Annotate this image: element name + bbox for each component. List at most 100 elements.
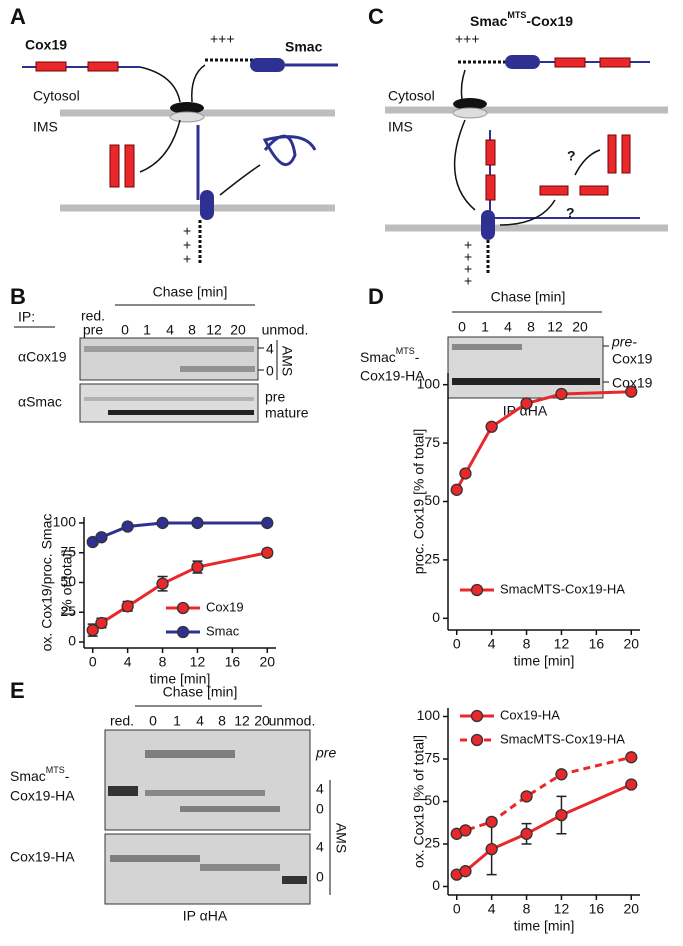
data-point [520,827,533,840]
ip-label: IP: [18,309,35,325]
series-line [92,521,268,544]
ams-mark: 4 [266,341,274,357]
data-point [86,623,99,637]
x-tick-label: 8 [523,636,531,652]
gel-e: Chase [min] red. 0 1 4 8 12 20 unmod. Sm… [10,684,349,924]
row-label: Cox19-HA [10,849,75,865]
lane-label: 0 [458,319,466,335]
x-tick-label: 16 [589,901,605,917]
data-point [485,842,498,856]
data-point [121,520,134,533]
compartment-label: Cytosol [388,88,435,104]
charge-label: +++ [455,31,480,47]
x-axis-label: time [min] [150,671,211,687]
label-superscript: MTS [396,346,415,356]
row-label: Cox19-HA [360,368,425,384]
x-tick-label: 8 [159,654,167,670]
charge-label: + [464,261,472,277]
legend-label: Cox19 [206,599,244,614]
lane-label: 8 [188,322,196,338]
y-tick-label: 0 [68,633,76,649]
legend-label: Cox19-HA [500,707,560,722]
lane-label: 4 [166,322,174,338]
data-point [520,790,533,803]
ams-mark: 4 [316,839,324,855]
label-part: Smac [360,349,396,365]
gel-b: Chase [min] IP: red. pre 0 1 4 8 12 20 u… [14,284,309,423]
label-part: - [65,768,70,784]
label-superscript: MTS [46,765,65,775]
lane-label: red. [110,713,134,729]
data-point [485,420,498,433]
y-tick-label: 0 [432,609,440,625]
ams-label: AMS [333,823,349,853]
y-tick-label: 100 [417,375,441,391]
lane-label: 20 [230,322,246,338]
x-tick-label: 4 [124,654,132,670]
y-tick-label: 25 [60,603,76,619]
lane-label: 12 [234,713,250,729]
data-point [555,808,568,822]
band-label: pre [265,389,285,405]
ams-mark: 0 [316,869,324,885]
row-label: αSmac [18,394,62,410]
data-point [95,616,108,630]
y-tick-label: 100 [53,514,77,530]
data-point [459,865,472,878]
diagram-a: Cox19 Smac +++ Cytosol IMS + + + [22,31,338,267]
lane-label: 0 [121,322,129,338]
lane-label: 20 [572,319,588,335]
lane-label: 4 [196,713,204,729]
series-line [456,755,632,836]
y-tick-label: 50 [424,492,440,508]
data-point [95,531,108,544]
panel-label: B [10,284,26,309]
data-point [625,385,638,398]
ams-mark: 4 [316,781,324,797]
x-tick-label: 8 [523,901,531,917]
x-tick-label: 16 [225,654,241,670]
lane-label: 12 [547,319,563,335]
band-label: Cox19 [612,375,653,391]
legend-label: Smac [206,623,240,638]
x-tick-label: 12 [554,901,570,917]
ams-label: AMS [279,346,295,376]
x-tick-label: 12 [190,654,206,670]
data-point [156,516,169,530]
data-point [191,560,204,574]
legend-marker [470,583,484,597]
x-axis-label: time [min] [514,653,575,669]
lane-label: pre [83,322,103,338]
protein-label: Smac [285,39,323,55]
x-tick-label: 0 [453,636,461,652]
y-axis-label: proc. Cox19 [% of total] [411,429,427,575]
lane-label: red. [81,308,105,324]
legend-label: SmacMTS-Cox19-HA [500,731,625,746]
data-point [555,768,568,781]
ams-mark: 0 [266,363,274,379]
question-mark: ? [567,148,576,164]
band-label: Cox19 [612,351,653,367]
x-tick-label: 20 [259,654,275,670]
panel-label: A [10,4,26,29]
y-axis-label: ox. Cox19/proc. Smac [39,514,55,652]
compartment-label: Cytosol [33,88,80,104]
series-line [91,551,268,632]
x-tick-label: 20 [623,636,639,652]
gel-footer: IP αHA [183,908,228,924]
y-axis-label: ox. Cox19 [% of total] [411,735,427,868]
gel-header: Chase [min] [163,684,238,700]
band-label: pre [315,745,336,761]
data-point [555,387,568,401]
question-mark: ? [566,205,575,221]
charge-label: + [464,273,472,289]
row-label: SmacMTS- [10,765,70,783]
row-label: Cox19-HA [10,788,75,804]
y-tick-label: 75 [424,434,440,450]
row-label: SmacMTS- [360,346,420,364]
data-point [156,577,169,590]
lane-label: 20 [254,713,270,729]
gel-d: Chase [min] 0 1 4 8 12 20 SmacMTS- Cox19… [360,289,653,419]
lane-label: 8 [218,713,226,729]
